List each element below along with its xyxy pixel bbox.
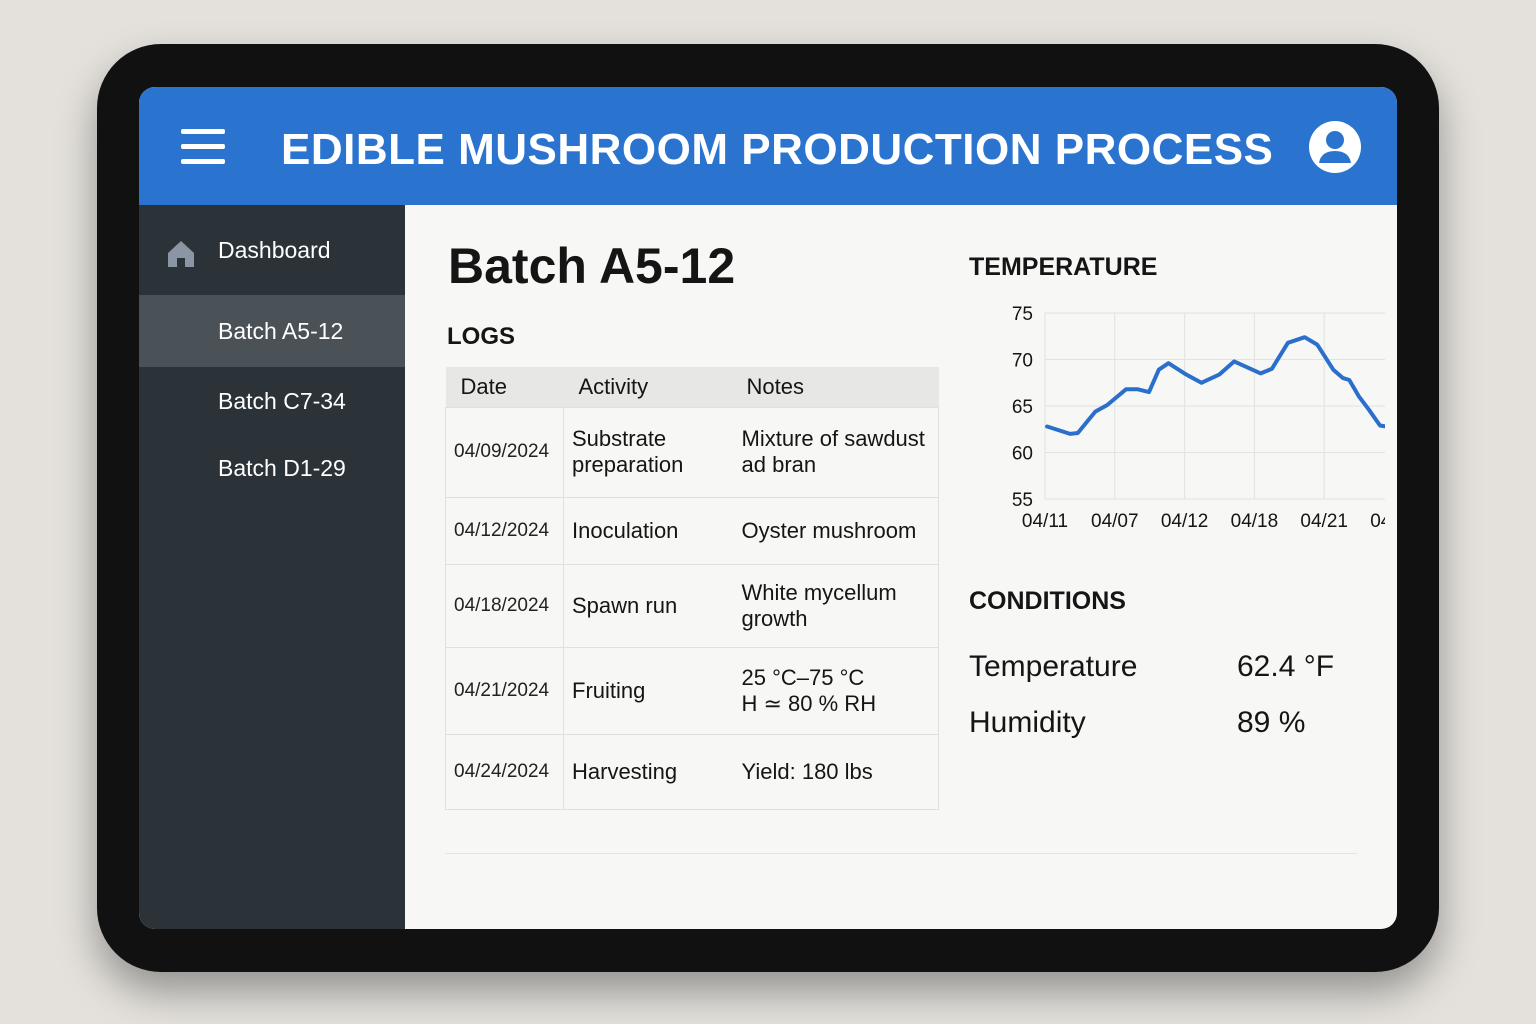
x-tick-label: 04/18	[1231, 511, 1279, 532]
cell-notes: Oyster mushroom	[731, 496, 939, 565]
sidebar-item-label: Batch C7-34	[218, 387, 346, 414]
cell-date: 04/12/2024	[445, 496, 564, 565]
column-header: Notes	[731, 367, 939, 407]
condition-label-temperature: Temperature	[969, 650, 1138, 683]
x-tick-label: 04/11	[1022, 511, 1068, 532]
sidebar-item-label: Dashboard	[218, 236, 331, 263]
logs-heading: LOGS	[447, 323, 516, 350]
y-tick-label: 75	[1012, 304, 1033, 325]
divider	[445, 853, 1357, 854]
y-tick-label: 60	[1012, 444, 1033, 465]
sidebar-item-batch-a5-12[interactable]: Batch A5-12	[139, 295, 405, 367]
cell-activity: Harvesting	[563, 733, 732, 810]
cell-notes: Mixture of sawdust ad bran	[731, 406, 939, 498]
temperature-series-line	[1045, 335, 1385, 436]
cell-activity: Inoculation	[563, 496, 732, 565]
cell-date: 04/18/2024	[445, 563, 564, 648]
cell-notes: White mycellum growth	[731, 563, 939, 648]
cell-notes: Yield: 180 lbs	[731, 733, 939, 810]
sidebar-item-dashboard[interactable]: Dashboard	[139, 205, 405, 295]
table-row: 04/18/2024 Spawn run White mycellum growth	[445, 563, 939, 648]
x-tick-label: 04/12	[1161, 511, 1209, 532]
cell-activity: Substrate preparation	[563, 406, 732, 498]
x-tick-label: 04/07	[1091, 511, 1139, 532]
user-avatar-icon[interactable]	[1309, 121, 1361, 173]
sidebar-item-batch-c7-34[interactable]: Batch C7-34	[139, 367, 405, 435]
home-icon	[168, 241, 194, 267]
condition-value-humidity: 89 %	[1237, 706, 1306, 739]
cell-date: 04/21/2024	[445, 646, 564, 735]
notes-line: 25 °C–75 °C	[741, 664, 865, 690]
x-tick-label: 04/21	[1300, 511, 1348, 532]
condition-label-humidity: Humidity	[969, 706, 1086, 739]
sidebar-item-batch-d1-29[interactable]: Batch D1-29	[139, 435, 405, 501]
y-tick-label: 55	[1012, 490, 1033, 511]
cell-notes: 25 °C–75 °C H ≃ 80 % RH	[731, 646, 939, 735]
table-row: 04/12/2024 Inoculation Oyster mushroom	[445, 496, 939, 565]
column-header: Activity	[563, 367, 732, 407]
screen: EDIBLE MUSHROOM PRODUCTION PROCESS Dashb…	[139, 87, 1397, 929]
y-tick-label: 70	[1012, 351, 1033, 372]
app-title: EDIBLE MUSHROOM PRODUCTION PROCESS	[281, 125, 1274, 174]
cell-date: 04/09/2024	[445, 406, 564, 498]
top-bar: EDIBLE MUSHROOM PRODUCTION PROCESS	[139, 87, 1397, 205]
x-tick-label: 04/24	[1370, 511, 1385, 532]
page-title: Batch A5-12	[448, 238, 736, 294]
column-header: Date	[445, 367, 564, 407]
conditions-heading: CONDITIONS	[969, 587, 1126, 615]
chart-title: TEMPERATURE	[969, 253, 1158, 281]
y-tick-label: 65	[1012, 397, 1033, 418]
cell-activity: Spawn run	[563, 563, 732, 648]
hamburger-menu-icon[interactable]	[181, 129, 225, 165]
main-content: Batch A5-12 LOGS Date Activity Notes 04/09…	[405, 205, 1397, 929]
sidebar-item-label: Batch D1-29	[218, 454, 346, 481]
condition-value-temperature: 62.4 °F	[1237, 650, 1335, 683]
table-row: 04/21/2024 Fruiting 25 °C–75 °C H ≃ 80 % RH	[445, 646, 939, 735]
cell-activity: Fruiting	[563, 646, 732, 735]
sidebar: Dashboard Batch A5-12 Batch C7-34 Batch …	[139, 205, 405, 929]
table-row: 04/09/2024 Substrate preparation Mixture o…	[445, 406, 939, 498]
cell-date: 04/24/2024	[445, 733, 564, 810]
table-row: 04/24/2024 Harvesting Yield: 180 lbs	[445, 733, 939, 810]
sidebar-item-label: Batch A5-12	[218, 317, 344, 344]
notes-line: H ≃ 80 % RH	[741, 690, 877, 716]
logs-table: Date Activity Notes 04/09/2024 Substrate pr…	[445, 367, 939, 810]
